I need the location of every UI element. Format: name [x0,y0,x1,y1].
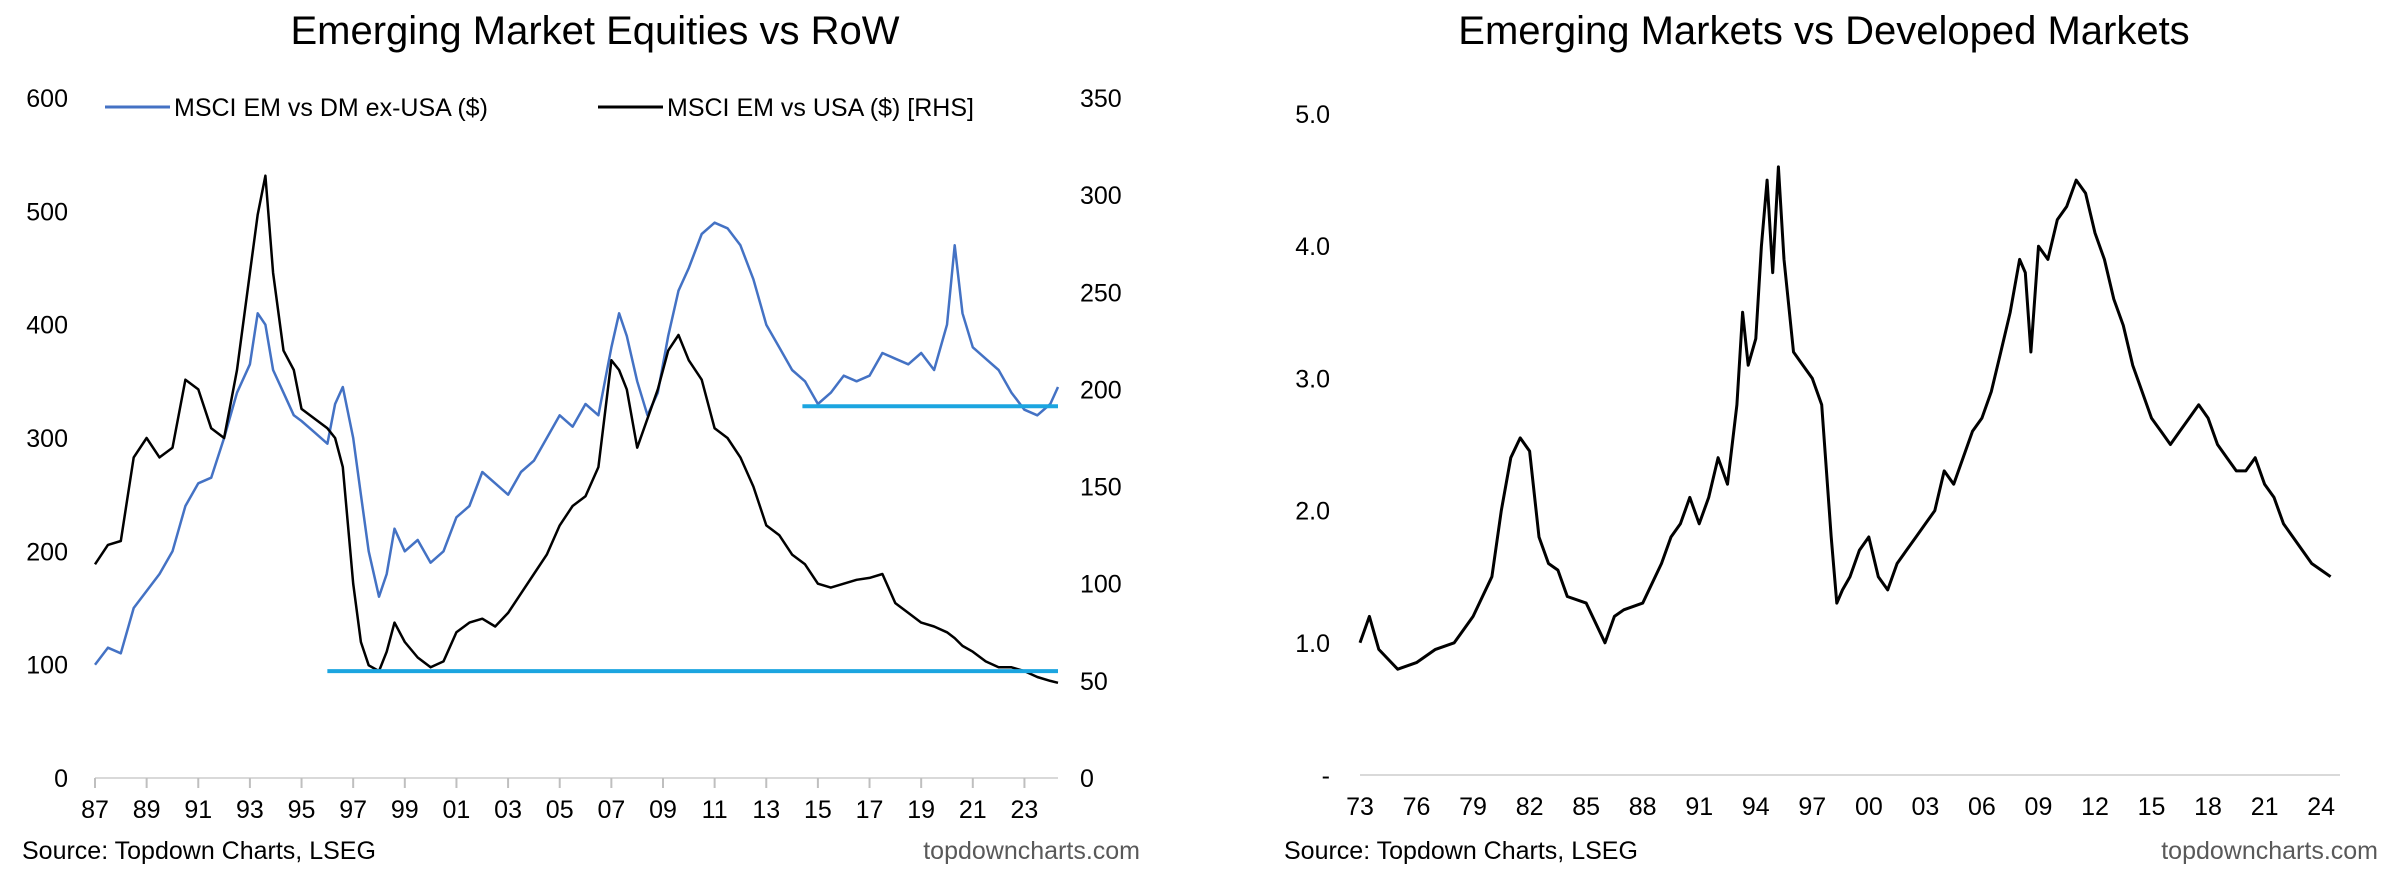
x-tick-09: 09 [2025,793,2053,821]
x-tick-91: 91 [184,796,212,824]
x-tick-79: 79 [1459,793,1487,821]
x-axis: 87 89 91 93 95 97 99 01 03 05 07 09 11 13 15 17 19 21 23 [81,777,1058,824]
x-tick-23: 23 [1011,796,1039,824]
y-right-tick-150: 150 [1080,474,1122,502]
legend-label-msci-em-vs-dm-ex-usa: MSCI EM vs DM ex-USA ($) [174,94,488,122]
x-tick-95: 95 [288,796,316,824]
x-tick-85: 85 [1572,793,1600,821]
x-tick-01: 01 [443,796,471,824]
y-right-tick-350: 350 [1080,85,1122,113]
chart-em-vs-row: Emerging Market Equities vs RoW MSCI EM … [22,9,1140,865]
y-axis: - 1.0 2.0 3.0 4.0 5.0 [1295,101,1330,790]
chart-title: Emerging Markets vs Developed Markets [1458,9,2189,53]
x-tick-17: 17 [856,796,884,824]
y-left-tick-0: 0 [54,765,68,793]
y-left-tick-200: 200 [26,538,68,566]
x-tick-18: 18 [2194,793,2222,821]
y-left-tick-300: 300 [26,425,68,453]
x-tick-21: 21 [959,796,987,824]
y-right-tick-250: 250 [1080,279,1122,307]
y-axis-right: 0 50 100 150 200 250 300 350 [1080,85,1122,793]
y-tick-4-0: 4.0 [1295,233,1330,261]
y-right-tick-100: 100 [1080,571,1122,599]
y-left-tick-100: 100 [26,652,68,680]
series-line-1 [1358,165,2332,671]
legend-label-msci-em-vs-usa: MSCI EM vs USA ($) [RHS] [667,94,974,122]
series-line-msci-em-vs-dm-ex-usa [94,221,1060,666]
y-right-tick-300: 300 [1080,182,1122,210]
source-note: Source: Topdown Charts, LSEG [1284,837,1638,865]
x-tick-76: 76 [1403,793,1431,821]
y-tick-1-0: 1.0 [1295,630,1330,658]
chart-title: Emerging Market Equities vs RoW [290,9,899,53]
x-tick-11: 11 [702,796,728,824]
x-tick-21: 21 [2251,793,2279,821]
brand-watermark: topdowncharts.com [923,837,1140,865]
x-axis: 73 76 79 82 85 88 91 94 97 00 03 06 09 12 15 18 21 24 [1346,774,2340,821]
x-tick-91: 91 [1685,793,1713,821]
x-tick-89: 89 [133,796,161,824]
x-tick-06: 06 [1968,793,1996,821]
x-tick-19: 19 [907,796,935,824]
x-tick-00: 00 [1855,793,1883,821]
chart-em-vs-dm: Emerging Markets vs Developed Markets - 1… [1284,9,2378,865]
x-tick-82: 82 [1516,793,1544,821]
x-tick-88: 88 [1629,793,1657,821]
y-right-tick-50: 50 [1080,668,1108,696]
plot-area [1358,165,2332,671]
y-tick-5-0: 5.0 [1295,101,1330,129]
x-tick-07: 07 [597,796,625,824]
x-tick-97: 97 [339,796,367,824]
x-tick-15: 15 [804,796,832,824]
x-tick-94: 94 [1742,793,1770,821]
y-right-tick-0: 0 [1080,765,1094,793]
x-tick-12: 12 [2081,793,2109,821]
y-left-tick-500: 500 [26,198,68,226]
x-tick-93: 93 [236,796,264,824]
y-tick-3-0: 3.0 [1295,365,1330,393]
y-tick-: - [1322,762,1330,790]
y-left-tick-400: 400 [26,312,68,340]
y-right-tick-200: 200 [1080,376,1122,404]
legend: MSCI EM vs DM ex-USA ($) MSCI EM vs USA … [105,94,974,122]
x-tick-13: 13 [752,796,780,824]
x-tick-99: 99 [391,796,419,824]
source-note: Source: Topdown Charts, LSEG [22,837,376,865]
plot-area [93,174,1060,685]
x-tick-09: 09 [649,796,677,824]
y-tick-2-0: 2.0 [1295,498,1330,526]
brand-watermark: topdowncharts.com [2161,837,2378,865]
x-tick-03: 03 [1911,793,1939,821]
x-tick-24: 24 [2307,793,2335,821]
x-tick-05: 05 [546,796,574,824]
x-tick-03: 03 [494,796,522,824]
x-tick-15: 15 [2138,793,2166,821]
x-tick-87: 87 [81,796,109,824]
x-tick-97: 97 [1798,793,1826,821]
y-axis-left: 0 100 200 300 400 500 600 [26,85,68,793]
y-left-tick-600: 600 [26,85,68,113]
series-line-msci-em-vs-usa-rhs [93,174,1059,685]
x-tick-73: 73 [1346,793,1374,821]
